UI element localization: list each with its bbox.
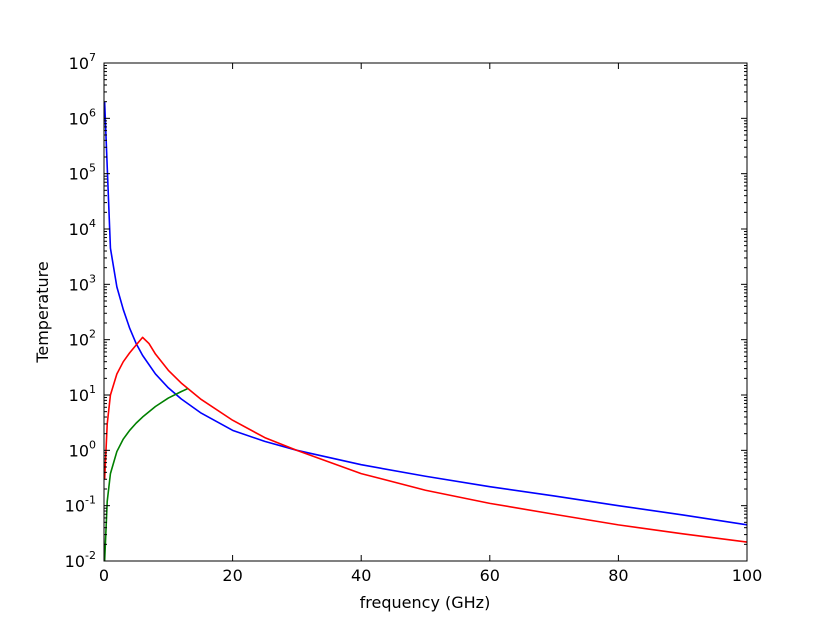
y-tick-label: 10-2 <box>65 549 96 571</box>
y-tick-label: 104 <box>69 217 96 239</box>
y-tick-label: 102 <box>69 328 96 350</box>
y-tick-label: 107 <box>69 51 96 73</box>
y-axis-label: Temperature <box>33 261 52 363</box>
x-tick-label: 100 <box>732 566 763 585</box>
y-tick-label: 103 <box>69 272 96 294</box>
x-tick-label: 80 <box>608 566 628 585</box>
series-line-3 <box>104 387 188 561</box>
x-tick-label: 0 <box>99 566 109 585</box>
plot-frame <box>103 62 748 562</box>
x-tick-label: 20 <box>222 566 242 585</box>
y-tick-label: 100 <box>69 438 96 460</box>
x-tick-label: 40 <box>351 566 371 585</box>
tick-label-layer: 0 20 40 60 80 100 10-2 10-1 100 101 102 103 104 105 10… <box>65 51 763 585</box>
x-tick-label: 60 <box>480 566 500 585</box>
y-tick-label: 106 <box>69 106 96 128</box>
x-axis-label: frequency (GHz) <box>360 593 491 612</box>
series-layer <box>104 101 747 561</box>
y-tick-label: 101 <box>69 383 96 405</box>
y-tick-label: 10-1 <box>65 494 96 516</box>
series-line-2 <box>104 336 747 543</box>
ticks-layer <box>103 62 748 562</box>
y-tick-label: 105 <box>69 162 96 184</box>
series-line-1 <box>104 101 747 526</box>
